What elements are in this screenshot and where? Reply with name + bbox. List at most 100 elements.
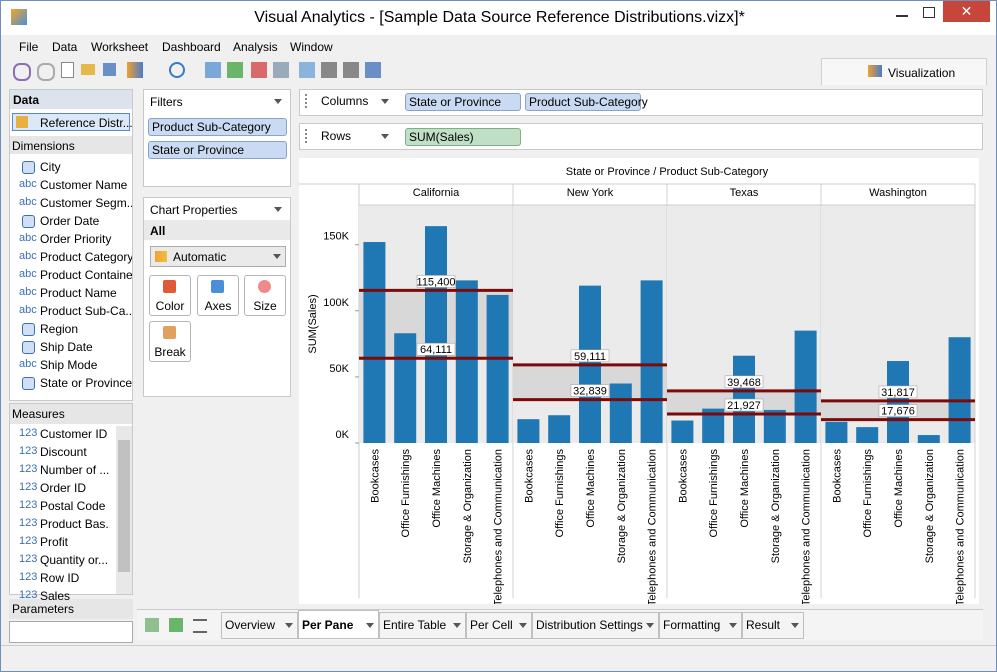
field-type: abc	[19, 358, 37, 370]
x-tick-label: Storage & Organization	[462, 449, 474, 563]
field-name[interactable]: Region	[40, 322, 79, 336]
field-name[interactable]: State or Province	[40, 376, 132, 390]
menu-item[interactable]: Analysis	[233, 40, 278, 54]
properties-menu[interactable]	[274, 207, 282, 212]
field-name[interactable]: Quantity or...	[40, 553, 109, 567]
property-icon	[163, 280, 176, 293]
swap-icon[interactable]	[273, 62, 289, 78]
field-name[interactable]: Product Name	[40, 286, 117, 300]
pane-header: Washington	[869, 187, 927, 199]
shelf-menu[interactable]	[381, 99, 389, 104]
scroll-thumb[interactable]	[118, 440, 130, 572]
property-label: Axes	[204, 299, 232, 313]
menu-item[interactable]: Worksheet	[91, 40, 149, 54]
field-name[interactable]: Row ID	[40, 571, 80, 585]
select-icon[interactable]	[299, 62, 315, 78]
mark-type-select[interactable]: Automatic	[150, 246, 286, 267]
scope-bar	[144, 220, 290, 240]
refresh-icon[interactable]	[169, 62, 185, 78]
parameters-box[interactable]	[9, 621, 133, 643]
open-icon[interactable]	[81, 64, 95, 75]
field-name[interactable]: City	[40, 160, 61, 174]
menu-item[interactable]: Dashboard	[162, 40, 221, 54]
redo-icon[interactable]	[37, 63, 55, 81]
sort-icon[interactable]	[321, 62, 337, 78]
tab[interactable]	[379, 612, 466, 639]
field-name[interactable]: Product Sub-Ca...	[40, 304, 132, 318]
field-name[interactable]: Number of ...	[40, 463, 110, 477]
field-name[interactable]: Ship Mode	[40, 358, 98, 372]
tab[interactable]	[532, 612, 659, 639]
tab[interactable]	[221, 612, 298, 639]
shelf-pill[interactable]: Product Sub-Category	[525, 93, 648, 111]
field-name[interactable]: Postal Code	[40, 499, 106, 513]
field-name[interactable]: Product Container	[40, 268, 132, 282]
duplicate-tab-icon[interactable]	[169, 618, 183, 632]
field-name[interactable]: Order Priority	[40, 232, 112, 246]
chart-icon[interactable]	[127, 62, 143, 78]
field-name[interactable]: Discount	[40, 445, 87, 459]
field-name[interactable]: Product Bas...	[40, 517, 110, 531]
field-name[interactable]: Sales	[40, 589, 71, 603]
sort-desc-icon[interactable]	[343, 62, 359, 78]
x-tick-label: Office Furnishings	[862, 449, 874, 538]
add-icon[interactable]	[227, 62, 243, 78]
tab[interactable]	[742, 612, 804, 639]
field-type: abc	[19, 286, 37, 298]
reference-label: 31,817	[881, 387, 915, 399]
field-name[interactable]: Order Date	[40, 214, 100, 228]
shelf-menu[interactable]	[381, 134, 389, 139]
shelf-pill[interactable]: SUM(Sales)	[405, 128, 521, 146]
reference-label-box	[416, 342, 456, 356]
tab[interactable]	[659, 612, 742, 639]
field-name[interactable]: Product Category	[40, 250, 132, 264]
data-title: Data	[13, 93, 40, 107]
field-name[interactable]: Customer Name	[40, 178, 128, 192]
y-tick-label: 100K	[323, 297, 349, 309]
data-source[interactable]: Reference Distr...	[12, 113, 133, 131]
field-name[interactable]: Order ID	[40, 481, 87, 495]
shelf-pill[interactable]: State or Province	[405, 93, 521, 111]
field-name[interactable]: Customer ID	[40, 427, 108, 441]
field-type: 123	[19, 445, 38, 457]
tab-label: Per Cell	[470, 618, 513, 632]
x-tick-label: Bookcases	[831, 449, 843, 503]
field-name[interactable]: Ship Date	[40, 340, 93, 354]
menu-item[interactable]: Data	[52, 40, 78, 54]
bar	[363, 242, 386, 443]
field-type: abc	[19, 178, 37, 190]
field-name[interactable]: Customer Segm...	[40, 196, 132, 210]
property-label: Color	[155, 299, 185, 313]
property-icon	[163, 326, 176, 339]
x-tick-label: Office Furnishings	[708, 449, 720, 538]
parameters-title: Parameters	[12, 602, 75, 616]
filter-pill[interactable]: Product Sub-Category	[148, 118, 287, 136]
close-button[interactable]: ✕	[943, 1, 990, 22]
add-tab-icon[interactable]	[145, 618, 159, 632]
filters-menu[interactable]	[274, 99, 282, 104]
field-name[interactable]: Profit	[40, 535, 69, 549]
scrollbar[interactable]	[116, 426, 132, 594]
fit-icon[interactable]	[365, 62, 381, 78]
save-icon[interactable]	[103, 63, 116, 76]
tab-list-icon[interactable]	[193, 619, 207, 633]
menu-item[interactable]: File	[19, 40, 39, 54]
maximize-button[interactable]	[923, 7, 935, 18]
filter-pill[interactable]: State or Province	[148, 141, 287, 159]
reference-label-box	[878, 385, 918, 399]
add-data-icon[interactable]	[205, 62, 221, 78]
new-icon[interactable]	[61, 62, 74, 78]
minimize-button[interactable]	[896, 15, 908, 17]
field-type: 123	[19, 553, 38, 565]
source-name: Reference Distr...	[40, 116, 133, 130]
remove-icon[interactable]	[251, 62, 267, 78]
visualization-tab[interactable]: Visualization	[821, 58, 987, 85]
menu-item[interactable]: Window	[290, 40, 333, 54]
x-tick-label: Office Machines	[431, 449, 443, 528]
x-tick-label: Telephones and Communication	[647, 449, 659, 604]
tab[interactable]	[298, 610, 379, 639]
x-tick-label: Office Machines	[893, 449, 905, 528]
undo-icon[interactable]	[13, 63, 31, 81]
property-button[interactable]	[244, 275, 286, 316]
property-label: Break	[154, 345, 186, 359]
